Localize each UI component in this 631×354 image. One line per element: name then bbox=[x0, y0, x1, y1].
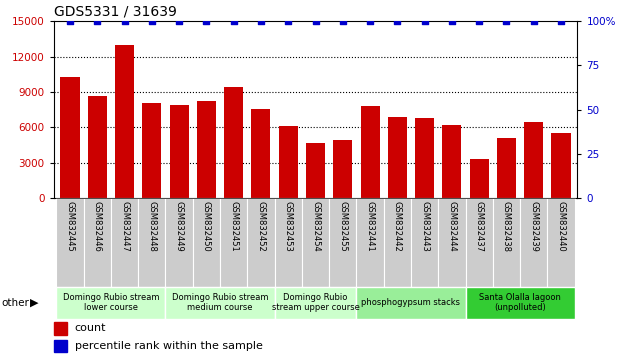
Point bbox=[65, 18, 75, 24]
Text: percentile rank within the sample: percentile rank within the sample bbox=[74, 341, 262, 351]
Point bbox=[529, 18, 539, 24]
Bar bbox=[551, 133, 570, 198]
Text: GSM832438: GSM832438 bbox=[502, 201, 511, 252]
Bar bbox=[466, 287, 575, 319]
Bar bbox=[88, 96, 107, 198]
Text: GSM832450: GSM832450 bbox=[202, 201, 211, 252]
Bar bbox=[357, 287, 466, 319]
Text: Domingo Rubio
stream upper course: Domingo Rubio stream upper course bbox=[271, 293, 360, 312]
Point bbox=[147, 18, 157, 24]
Bar bbox=[302, 198, 329, 287]
Text: GSM832437: GSM832437 bbox=[475, 201, 484, 252]
Text: GSM832440: GSM832440 bbox=[557, 201, 565, 252]
Point bbox=[256, 18, 266, 24]
Text: GSM832442: GSM832442 bbox=[393, 201, 402, 252]
Bar bbox=[279, 126, 298, 198]
Point bbox=[174, 18, 184, 24]
Bar bbox=[224, 87, 243, 198]
Bar bbox=[329, 198, 357, 287]
Text: Domingo Rubio stream
medium course: Domingo Rubio stream medium course bbox=[172, 293, 268, 312]
Point bbox=[283, 18, 293, 24]
Bar bbox=[415, 118, 434, 198]
Point bbox=[420, 18, 430, 24]
Point bbox=[502, 18, 512, 24]
Bar bbox=[360, 106, 380, 198]
Point bbox=[556, 18, 566, 24]
Bar bbox=[251, 109, 271, 198]
Bar bbox=[442, 125, 461, 198]
Text: GSM832443: GSM832443 bbox=[420, 201, 429, 252]
Bar bbox=[306, 143, 325, 198]
Bar bbox=[165, 198, 192, 287]
Bar bbox=[197, 102, 216, 198]
Point bbox=[447, 18, 457, 24]
Bar bbox=[56, 198, 84, 287]
Point bbox=[119, 18, 129, 24]
Text: GSM832446: GSM832446 bbox=[93, 201, 102, 252]
Bar bbox=[192, 198, 220, 287]
Bar bbox=[466, 198, 493, 287]
Bar bbox=[411, 198, 439, 287]
Text: ▶: ▶ bbox=[30, 298, 38, 308]
Bar bbox=[384, 198, 411, 287]
Bar bbox=[469, 159, 489, 198]
Bar bbox=[170, 105, 189, 198]
Point bbox=[338, 18, 348, 24]
Bar bbox=[247, 198, 274, 287]
Bar bbox=[274, 198, 302, 287]
Text: phosphogypsum stacks: phosphogypsum stacks bbox=[362, 298, 461, 307]
Bar bbox=[111, 198, 138, 287]
Text: GSM832452: GSM832452 bbox=[256, 201, 266, 252]
Bar bbox=[54, 322, 67, 335]
Bar bbox=[220, 198, 247, 287]
Bar bbox=[333, 141, 352, 198]
Text: GSM832455: GSM832455 bbox=[338, 201, 347, 252]
Bar bbox=[493, 198, 520, 287]
Text: GDS5331 / 31639: GDS5331 / 31639 bbox=[54, 5, 177, 19]
Bar bbox=[547, 198, 575, 287]
Point bbox=[201, 18, 211, 24]
Text: count: count bbox=[74, 323, 106, 333]
Bar bbox=[388, 117, 407, 198]
Bar bbox=[524, 121, 543, 198]
Bar bbox=[84, 198, 111, 287]
Text: GSM832447: GSM832447 bbox=[120, 201, 129, 252]
Text: GSM832439: GSM832439 bbox=[529, 201, 538, 252]
Text: GSM832444: GSM832444 bbox=[447, 201, 456, 252]
Text: GSM832449: GSM832449 bbox=[175, 201, 184, 252]
Bar bbox=[61, 77, 80, 198]
Bar bbox=[142, 103, 162, 198]
Bar bbox=[274, 287, 357, 319]
Text: GSM832448: GSM832448 bbox=[147, 201, 156, 252]
Text: GSM832453: GSM832453 bbox=[284, 201, 293, 252]
Bar bbox=[54, 340, 67, 352]
Bar bbox=[439, 198, 466, 287]
Bar bbox=[165, 287, 274, 319]
Bar bbox=[520, 198, 547, 287]
Bar bbox=[138, 198, 165, 287]
Bar bbox=[115, 45, 134, 198]
Point bbox=[365, 18, 375, 24]
Text: Domingo Rubio stream
lower course: Domingo Rubio stream lower course bbox=[62, 293, 159, 312]
Point bbox=[392, 18, 403, 24]
Text: other: other bbox=[1, 298, 29, 308]
Point bbox=[310, 18, 321, 24]
Bar bbox=[497, 138, 516, 198]
Text: Santa Olalla lagoon
(unpolluted): Santa Olalla lagoon (unpolluted) bbox=[479, 293, 561, 312]
Text: GSM832451: GSM832451 bbox=[229, 201, 238, 252]
Point bbox=[474, 18, 484, 24]
Point bbox=[228, 18, 239, 24]
Text: GSM832454: GSM832454 bbox=[311, 201, 320, 252]
Bar bbox=[56, 287, 165, 319]
Text: GSM832445: GSM832445 bbox=[66, 201, 74, 252]
Point bbox=[92, 18, 102, 24]
Text: GSM832441: GSM832441 bbox=[365, 201, 375, 252]
Bar bbox=[357, 198, 384, 287]
